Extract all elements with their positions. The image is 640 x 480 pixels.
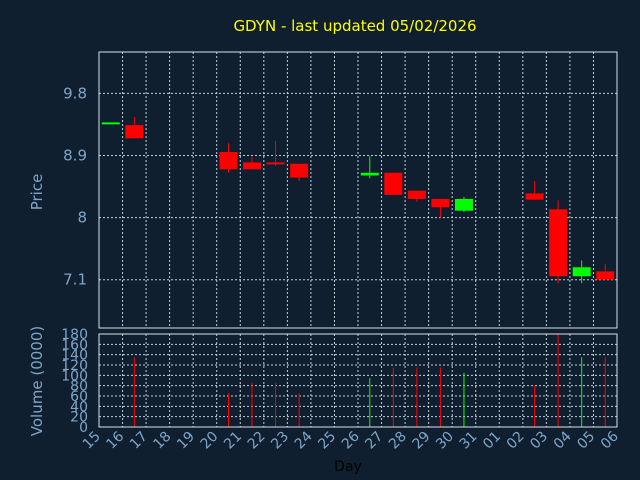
volume-tick-label: 180 (61, 327, 88, 343)
candle-body (525, 193, 544, 200)
volume-tick-label: 120 (61, 358, 88, 374)
volume-panel-frame (98, 333, 618, 428)
volume-tick-label: 160 (61, 337, 88, 353)
volume-gridlines (98, 333, 618, 428)
day-tick-label: 22 (245, 429, 269, 453)
candle-body (407, 190, 426, 199)
day-tick-label: 26 (339, 428, 363, 452)
day-tick-label: 20 (198, 429, 222, 453)
volume-tick-label: 60 (70, 389, 88, 405)
day-tick-label: 29 (410, 429, 434, 453)
volume-tick-label: 20 (70, 410, 88, 426)
candle-body (431, 198, 450, 208)
day-tick-label: 18 (151, 429, 175, 453)
volume-bars (133, 334, 606, 427)
candle-body (125, 125, 144, 139)
volume-axis-label: Volume (0000) (28, 326, 46, 436)
day-tick-label: 05 (574, 429, 598, 453)
volume-tick-label: 40 (70, 399, 88, 415)
candle-body (101, 122, 120, 125)
price-tick-label: 8.9 (63, 147, 87, 165)
volume-tick-label: 80 (70, 379, 88, 395)
candle-body (360, 172, 379, 176)
volume-tick-label: 140 (61, 348, 88, 364)
price-tick-label: 9.8 (63, 84, 87, 102)
day-tick-label: 23 (268, 429, 292, 453)
candle-body (266, 162, 285, 165)
day-tick-label: 19 (174, 429, 198, 453)
volume-tick-label: 100 (61, 368, 88, 384)
day-tick-label: 25 (315, 429, 339, 453)
candle-body (596, 271, 615, 280)
chart-title: GDYN - last updated 05/02/2026 (233, 17, 476, 35)
day-tick-label: 21 (221, 429, 245, 453)
candle-body (219, 152, 238, 170)
day-tick-label: 06 (598, 428, 622, 452)
day-axis-ticks: 15 16 17 18 19 20 21 22 23 24 25 26 27 28 29 30 31 01 02 03… (80, 428, 622, 452)
day-tick-label: 31 (457, 429, 481, 453)
candle-body (572, 267, 591, 277)
day-tick-label: 03 (527, 429, 551, 453)
price-gridlines (98, 52, 618, 328)
price-panel-frame (98, 51, 618, 329)
day-tick-label: 02 (504, 429, 528, 453)
day-tick-label: 04 (551, 428, 575, 452)
candle-body (290, 163, 309, 178)
price-axis-label: Price (28, 174, 46, 211)
day-tick-label: 01 (480, 429, 504, 453)
candle-body (384, 172, 403, 195)
volume-tick-label: 0 (79, 420, 88, 436)
price-tick-label: 8 (77, 209, 87, 227)
day-tick-label: 27 (362, 429, 386, 453)
day-tick-label: 16 (103, 428, 127, 452)
day-tick-label: 24 (292, 428, 316, 452)
price-tick-label: 7.1 (63, 271, 87, 289)
day-tick-label: 28 (386, 429, 410, 453)
price-axis-ticks: 9.8 8.9 8 7.1 (63, 84, 87, 288)
day-axis-label: Day (334, 459, 362, 475)
price-candles (101, 116, 615, 284)
day-tick-label: 30 (433, 429, 457, 453)
candle-body (243, 162, 262, 170)
candle-body (454, 198, 473, 211)
day-tick-label: 17 (127, 429, 151, 453)
candle-body (549, 209, 568, 277)
